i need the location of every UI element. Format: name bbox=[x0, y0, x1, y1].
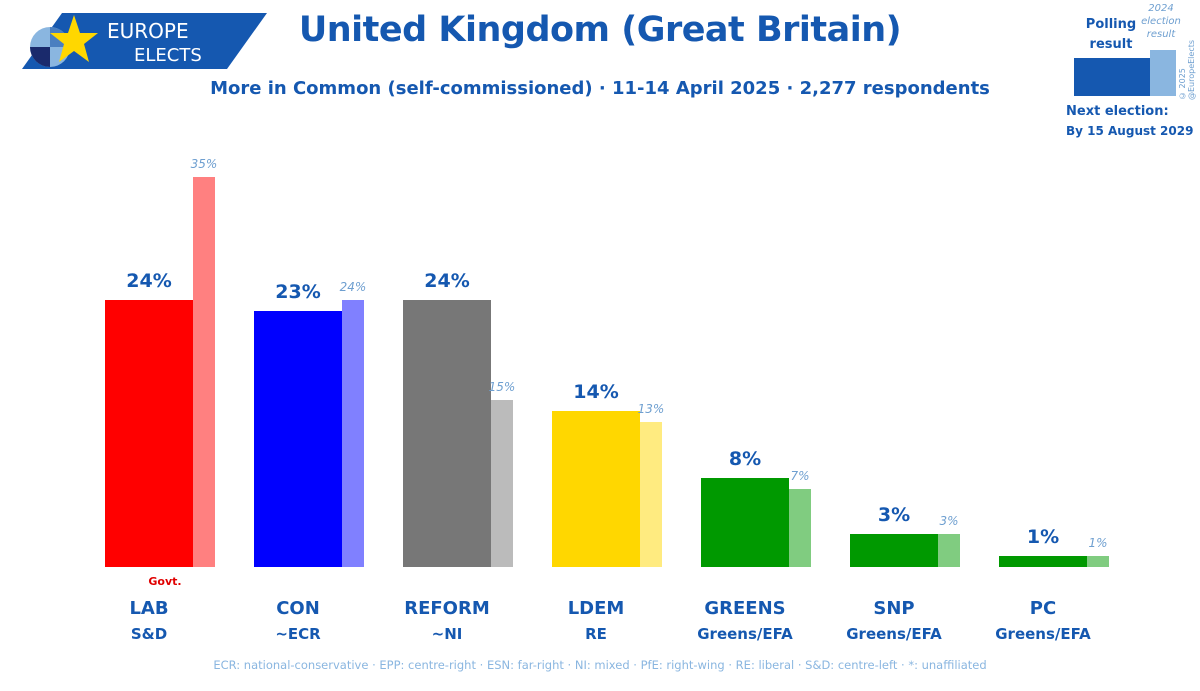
party-label-ldem: LDEM bbox=[567, 598, 625, 619]
bar-reform-2024 bbox=[491, 399, 513, 567]
prev-label-greens: 7% bbox=[790, 469, 810, 483]
bar-reform-poll bbox=[403, 299, 491, 567]
bar-con-poll bbox=[254, 310, 342, 567]
bar-snp-poll bbox=[850, 533, 938, 567]
legend-polling-swatch bbox=[1074, 58, 1154, 96]
party-label-reform: REFORM bbox=[404, 598, 490, 619]
bar-con-2024 bbox=[342, 299, 364, 567]
prev-label-reform: 15% bbox=[488, 379, 516, 394]
europe-elects-logo: EUROPE ELECTS bbox=[22, 13, 267, 69]
bar-lab-poll bbox=[105, 299, 193, 567]
bar-snp-2024 bbox=[938, 533, 960, 567]
bar-greens-poll bbox=[701, 477, 789, 567]
group-label-con: ~ECR bbox=[275, 625, 321, 643]
next-election-date: By 15 August 2029 bbox=[1066, 124, 1194, 138]
svg-text:EUROPE: EUROPE bbox=[107, 19, 189, 43]
legend-election-label: 2024 election result bbox=[1141, 3, 1181, 40]
party-label-con: CON bbox=[276, 598, 320, 619]
bar-lab-2024 bbox=[193, 177, 215, 567]
page-title: United Kingdom (Great Britain) bbox=[298, 10, 902, 50]
legend-polling-label: Polling result bbox=[1085, 17, 1137, 52]
bar-pc-poll bbox=[999, 555, 1087, 567]
poll-subtitle: More in Common (self-commissioned) · 11-… bbox=[210, 78, 990, 99]
group-label-pc: Greens/EFA bbox=[995, 625, 1091, 643]
group-label-greens: Greens/EFA bbox=[697, 625, 793, 643]
party-label-greens: GREENS bbox=[704, 598, 786, 619]
next-election-label: Next election: bbox=[1066, 104, 1169, 119]
value-label-reform: 24% bbox=[424, 269, 470, 292]
svg-text:ELECTS: ELECTS bbox=[134, 45, 202, 66]
prev-label-ldem: 13% bbox=[637, 402, 665, 417]
value-label-ldem: 14% bbox=[573, 381, 619, 403]
bar-greens-2024 bbox=[789, 489, 811, 567]
bar-pc-2024 bbox=[1087, 555, 1109, 567]
bar-ldem-2024 bbox=[640, 422, 662, 567]
prev-label-con: 24% bbox=[339, 279, 367, 294]
value-label-pc: 1% bbox=[1026, 525, 1060, 548]
prev-label-pc: 1% bbox=[1088, 535, 1108, 550]
copyright: © 2025 @EuropeElects bbox=[1178, 39, 1196, 100]
footer-legend: ECR: national-conservative · EPP: centre… bbox=[213, 658, 987, 672]
government-mark: Govt. bbox=[148, 575, 182, 588]
party-label-lab: LAB bbox=[129, 598, 169, 619]
value-label-lab: 24% bbox=[126, 269, 172, 292]
value-label-con: 23% bbox=[275, 280, 321, 303]
group-label-snp: Greens/EFA bbox=[846, 625, 942, 643]
party-label-snp: SNP bbox=[873, 598, 915, 619]
prev-label-lab: 35% bbox=[190, 157, 218, 171]
value-label-snp: 3% bbox=[877, 503, 911, 526]
group-label-ldem: RE bbox=[585, 625, 607, 643]
bar-ldem-poll bbox=[552, 411, 640, 567]
party-label-pc: PC bbox=[1029, 598, 1057, 619]
group-label-lab: S&D bbox=[130, 625, 168, 643]
group-label-reform: ~NI bbox=[431, 625, 463, 643]
legend-election-swatch bbox=[1150, 50, 1176, 96]
value-label-greens: 8% bbox=[728, 447, 762, 470]
prev-label-snp: 3% bbox=[939, 513, 959, 528]
